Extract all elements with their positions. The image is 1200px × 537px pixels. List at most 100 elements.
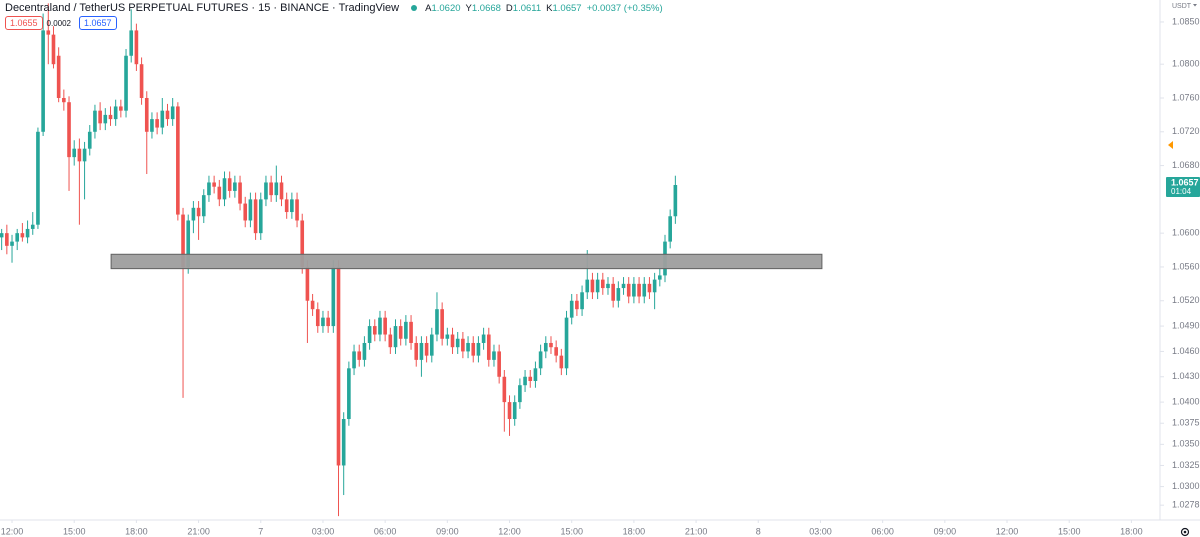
candle-body <box>20 233 25 238</box>
candle-body <box>41 30 45 132</box>
candle-body <box>393 326 398 348</box>
candle-body <box>290 199 294 213</box>
candle-body <box>269 182 273 196</box>
x-tick-label: 03:00 <box>312 526 335 536</box>
x-tick-label: 09:00 <box>436 526 459 536</box>
settings-icon[interactable] <box>1180 527 1190 537</box>
currency-label[interactable]: USDT <box>1172 3 1192 10</box>
legend-item: Y1.0668 <box>466 3 501 14</box>
candle-body <box>56 55 61 98</box>
candle-body <box>93 110 97 132</box>
legend-value: 1.0668 <box>471 2 501 14</box>
y-tick-label: 1.0278 <box>1172 500 1200 510</box>
symbol-title[interactable]: Decentraland / TetherUS PERPETUAL FUTURE… <box>5 2 400 14</box>
x-tick-label: 18:00 <box>1120 526 1143 536</box>
x-tick-label: 15:00 <box>63 526 86 536</box>
candle-body <box>155 119 159 128</box>
candle-body <box>0 233 4 238</box>
candle-body <box>647 283 652 293</box>
y-tick-label: 1.0400 <box>1172 396 1200 406</box>
candle-body <box>492 351 496 360</box>
buy-button[interactable]: 1.0657 <box>79 16 117 30</box>
candle-body <box>657 275 662 280</box>
candle-body <box>212 182 216 187</box>
candle-body <box>466 342 470 352</box>
candle-body <box>481 334 486 343</box>
candle-body <box>445 334 450 339</box>
candle-body <box>616 288 621 301</box>
sell-button[interactable]: 1.0655 <box>5 16 43 30</box>
candle-body <box>129 30 134 56</box>
candle-body <box>569 300 574 318</box>
candle-body <box>165 110 170 120</box>
candle-body <box>336 266 341 466</box>
spread: 0.0002 <box>46 18 71 28</box>
candle-body <box>279 182 284 200</box>
y-tick-label: 1.0325 <box>1172 460 1200 470</box>
candle-body <box>321 317 325 327</box>
candle-body <box>331 266 336 327</box>
y-tick-label: 1.0600 <box>1172 228 1200 238</box>
y-tick-label: 1.0490 <box>1172 320 1200 330</box>
market-status-dot <box>411 5 418 11</box>
y-tick-label: 1.0760 <box>1172 92 1200 102</box>
settings-gear-center[interactable] <box>1183 530 1187 534</box>
x-tick-label: 12:00 <box>1 526 24 536</box>
candle-body <box>606 283 610 289</box>
candle-body <box>207 182 211 196</box>
trade-buttons: 1.0655 0.0002 1.0657 <box>5 16 117 30</box>
candle-body <box>124 55 128 111</box>
candle-body <box>160 110 165 128</box>
legend-item: D1.0611 <box>506 3 541 14</box>
candle-body <box>103 114 108 124</box>
x-tick-label: 03:00 <box>809 526 832 536</box>
currency-dropdown-icon[interactable] <box>1193 4 1197 7</box>
candle-body <box>383 317 387 335</box>
candle-body <box>455 338 460 348</box>
candle-body <box>528 376 533 381</box>
x-tick-label: 06:00 <box>374 526 397 536</box>
candle-body <box>497 351 501 377</box>
countdown: 01:04 <box>1171 187 1192 196</box>
candle-body <box>398 326 403 339</box>
x-tick-label: 21:00 <box>187 526 210 536</box>
settings-gear[interactable] <box>1180 527 1190 537</box>
candle-body <box>554 347 558 356</box>
y-tick-label: 1.0850 <box>1172 16 1200 26</box>
candle-body <box>300 220 305 267</box>
x-tick-label: 15:00 <box>560 526 583 536</box>
legend-item: K1.0657 <box>546 3 581 14</box>
candle-body <box>419 342 424 360</box>
candle-body <box>284 199 289 213</box>
candle-body <box>134 30 139 65</box>
candle-body <box>196 207 201 217</box>
candle-body <box>347 368 351 420</box>
candle-body <box>512 402 517 420</box>
candle-body <box>10 241 14 246</box>
legend-label: Y <box>465 2 472 14</box>
candle-body <box>538 351 543 369</box>
candle-body <box>46 30 51 35</box>
header: Decentraland / TetherUS PERPETUAL FUTURE… <box>5 1 663 15</box>
candle-body <box>642 283 647 297</box>
candle-body <box>248 199 253 221</box>
candle-body <box>352 351 356 369</box>
candle-body <box>144 97 149 132</box>
candle-body <box>611 283 615 301</box>
candle-body <box>388 334 393 348</box>
candle-body <box>315 309 320 327</box>
candle-body <box>637 283 641 297</box>
candle-body <box>139 64 144 98</box>
candle-body <box>15 233 20 242</box>
candle-body <box>429 334 434 356</box>
support-zone <box>110 253 823 270</box>
legend-value: 1.0620 <box>431 2 461 14</box>
x-tick-label: 15:00 <box>1058 526 1081 536</box>
candle-body <box>72 148 77 158</box>
candle-body <box>181 214 185 267</box>
ohlc-legend: A1.0620 Y1.0668 D1.0611 K1.0657 <box>425 3 581 14</box>
candle-body <box>409 321 413 343</box>
candle-body <box>51 34 56 65</box>
x-tick-label: 7 <box>258 526 263 536</box>
